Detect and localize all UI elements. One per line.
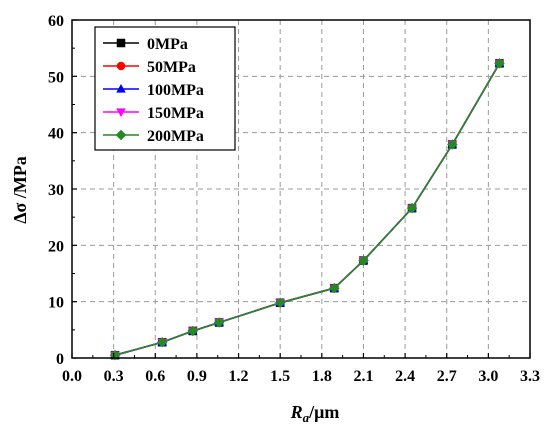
legend-marker: [115, 129, 127, 141]
x-tick-label: 0.0: [62, 368, 82, 385]
legend-label: 150MPa: [147, 105, 204, 122]
y-tick-label: 0: [56, 351, 64, 368]
series-layer: [109, 58, 505, 361]
legend-marker: [116, 108, 126, 118]
data-point: [406, 202, 418, 214]
y-tick-label: 30: [48, 182, 64, 199]
legend-item: 50MPa: [103, 59, 196, 76]
legend-marker: [116, 38, 126, 48]
data-point: [156, 336, 168, 348]
y-axis-title: Δσ /MPa: [10, 156, 30, 224]
legend-marker: [116, 61, 126, 71]
x-tick-label: 2.7: [437, 368, 457, 385]
y-tick-label: 50: [48, 69, 64, 86]
x-tick-label: 3.0: [478, 368, 498, 385]
legend-label: 100MPa: [147, 82, 204, 99]
x-axis-title-subscript: a: [303, 410, 310, 425]
y-tick-label: 20: [48, 238, 64, 255]
series-200MPa: [109, 58, 505, 361]
series-line: [114, 62, 501, 356]
legend-marker: [116, 83, 126, 93]
y-tick-label: 60: [48, 13, 64, 30]
data-point: [328, 282, 340, 294]
legend-item: 100MPa: [103, 82, 204, 99]
x-tick-label: 2.1: [353, 368, 373, 385]
data-point: [446, 139, 458, 150]
x-axis-title-main: R: [290, 402, 303, 422]
legend-label: 50MPa: [147, 59, 196, 76]
x-tick-label: 1.2: [229, 368, 249, 385]
y-tick-labels: 0 10 20 30 40 50 60: [48, 13, 64, 368]
data-point: [358, 255, 369, 266]
x-tick-label: 3.3: [520, 368, 540, 385]
x-axis-title-unit: /μm: [308, 402, 339, 422]
legend-item: 200MPa: [103, 128, 204, 145]
y-tick-label: 40: [48, 126, 64, 143]
x-tick-label: 0.9: [187, 368, 207, 385]
y-tick-label: 10: [48, 295, 64, 312]
legend-item: 0MPa: [103, 36, 188, 53]
x-axis-title: Ra/μm: [290, 402, 340, 425]
legend-label: 0MPa: [147, 36, 188, 53]
x-tick-label: 1.5: [270, 368, 290, 385]
data-point: [213, 317, 225, 328]
x-tick-labels: 0.0 0.3 0.6 0.9 1.2 1.5 1.8 2.1 2.4 2.7 3.0 3.3: [62, 368, 540, 385]
legend-item: 150MPa: [103, 105, 204, 122]
legend-label: 200MPa: [147, 128, 204, 145]
data-point: [274, 297, 286, 309]
x-tick-label: 0.3: [104, 368, 124, 385]
x-tick-label: 1.8: [312, 368, 332, 385]
legend: 0MPa 50MPa 100MPa 150MPa 200MPa: [94, 26, 236, 151]
x-tick-label: 0.6: [145, 368, 165, 385]
axis-ticks: [71, 19, 531, 359]
data-point: [187, 325, 199, 337]
data-point: [494, 58, 505, 69]
x-tick-label: 2.4: [395, 368, 415, 385]
